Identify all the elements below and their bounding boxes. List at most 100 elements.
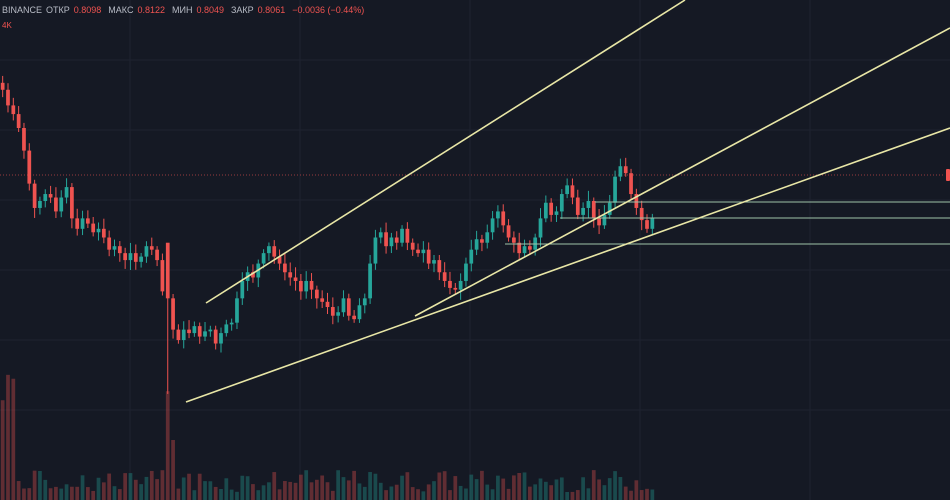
volume-bar — [171, 440, 175, 500]
candle-body — [650, 218, 655, 229]
lower-trendline[interactable] — [185, 127, 950, 403]
volume-bar — [224, 478, 229, 500]
volume-bar — [373, 473, 378, 500]
candle-body — [474, 239, 479, 250]
volume-bars — [0, 374, 655, 500]
candle-body — [261, 253, 266, 264]
volume-bar — [181, 477, 186, 500]
volume-bar — [70, 486, 74, 500]
middle-trendline[interactable] — [414, 27, 950, 317]
candle-body — [272, 246, 277, 257]
volume-bar — [213, 486, 218, 500]
volume-bar — [219, 488, 223, 500]
candle-body — [400, 228, 404, 243]
volume-bar — [522, 472, 527, 500]
trendlines[interactable] — [185, 0, 950, 403]
volume-bar — [543, 481, 548, 500]
volume-bar — [565, 491, 569, 500]
candle-body — [549, 202, 554, 215]
open-value: 0.8098 — [73, 5, 102, 15]
candle-body — [330, 307, 335, 316]
candle-body — [304, 280, 309, 292]
candle-body — [559, 194, 564, 212]
volume-bar — [607, 478, 612, 500]
candle-body — [629, 173, 633, 195]
upper-channel-trendline[interactable] — [205, 0, 686, 304]
low-label: МИН — [171, 5, 193, 15]
candle-body — [543, 202, 548, 219]
candles — [0, 75, 655, 394]
candle-body — [554, 211, 559, 215]
candle-body — [240, 280, 245, 299]
volume-bar — [48, 488, 53, 500]
volume-bar — [623, 486, 628, 500]
volume-bar — [0, 400, 5, 500]
candle-body — [586, 201, 591, 208]
volume-bar — [442, 471, 447, 500]
candle-body — [70, 187, 74, 219]
candle-body — [38, 201, 42, 208]
candle-body — [293, 277, 298, 281]
candle-body — [346, 298, 351, 316]
volume-bar — [245, 476, 250, 500]
volume-bar — [261, 485, 266, 500]
candle-body — [357, 305, 362, 320]
volume-bar — [32, 470, 37, 500]
candle-body — [0, 82, 5, 90]
volume-bar — [149, 470, 154, 500]
volume-bar — [421, 491, 426, 500]
candle-body — [480, 239, 484, 243]
candle-body — [639, 207, 644, 221]
candle-body — [613, 176, 617, 203]
volume-bar — [123, 473, 128, 500]
horizontal-levels[interactable] — [505, 201, 950, 245]
candle-body — [389, 237, 394, 247]
candle-body — [213, 329, 218, 344]
volume-bar — [352, 470, 356, 500]
candle-body — [219, 333, 223, 344]
close-label: ЗАКР — [230, 5, 254, 15]
volume-bar — [506, 488, 511, 500]
candle-body — [591, 201, 596, 219]
volume-bar — [634, 480, 639, 500]
candle-body — [299, 280, 303, 292]
candle-body — [32, 183, 37, 208]
volume-bar — [197, 473, 202, 500]
candle-body — [522, 246, 527, 254]
volume-bar — [203, 481, 207, 500]
volume-bar — [314, 479, 319, 500]
candle-body — [176, 329, 181, 341]
volume-bar — [22, 488, 26, 500]
volume-bar — [6, 374, 10, 500]
volume-bar — [597, 479, 601, 500]
volume-bar — [485, 484, 490, 500]
volume-bar — [453, 476, 458, 500]
candle-body — [496, 211, 500, 219]
candle-body — [224, 324, 229, 334]
volume-bar — [341, 477, 346, 500]
volume-bar — [165, 391, 170, 500]
candle-body — [362, 298, 367, 306]
candle-body — [634, 194, 639, 208]
candle-body — [6, 89, 10, 106]
candle-body — [64, 187, 69, 198]
volume-bar — [613, 471, 617, 500]
candle-body — [139, 256, 143, 262]
candle-body — [314, 289, 319, 299]
candle-body — [309, 280, 314, 290]
price-marker — [946, 169, 950, 181]
volume-bar — [639, 490, 644, 500]
candle-body — [485, 232, 490, 243]
high-value: 0.8122 — [137, 5, 165, 15]
candle-body — [512, 237, 516, 243]
volume-bar — [277, 489, 282, 500]
volume-bar — [54, 486, 58, 500]
volume-bar — [96, 477, 101, 500]
volume-bar — [27, 488, 32, 500]
volume-bar — [38, 470, 42, 500]
candle-body — [575, 197, 580, 215]
candle-body — [378, 232, 383, 238]
candle-body — [405, 228, 410, 243]
volume-bar — [400, 475, 404, 500]
